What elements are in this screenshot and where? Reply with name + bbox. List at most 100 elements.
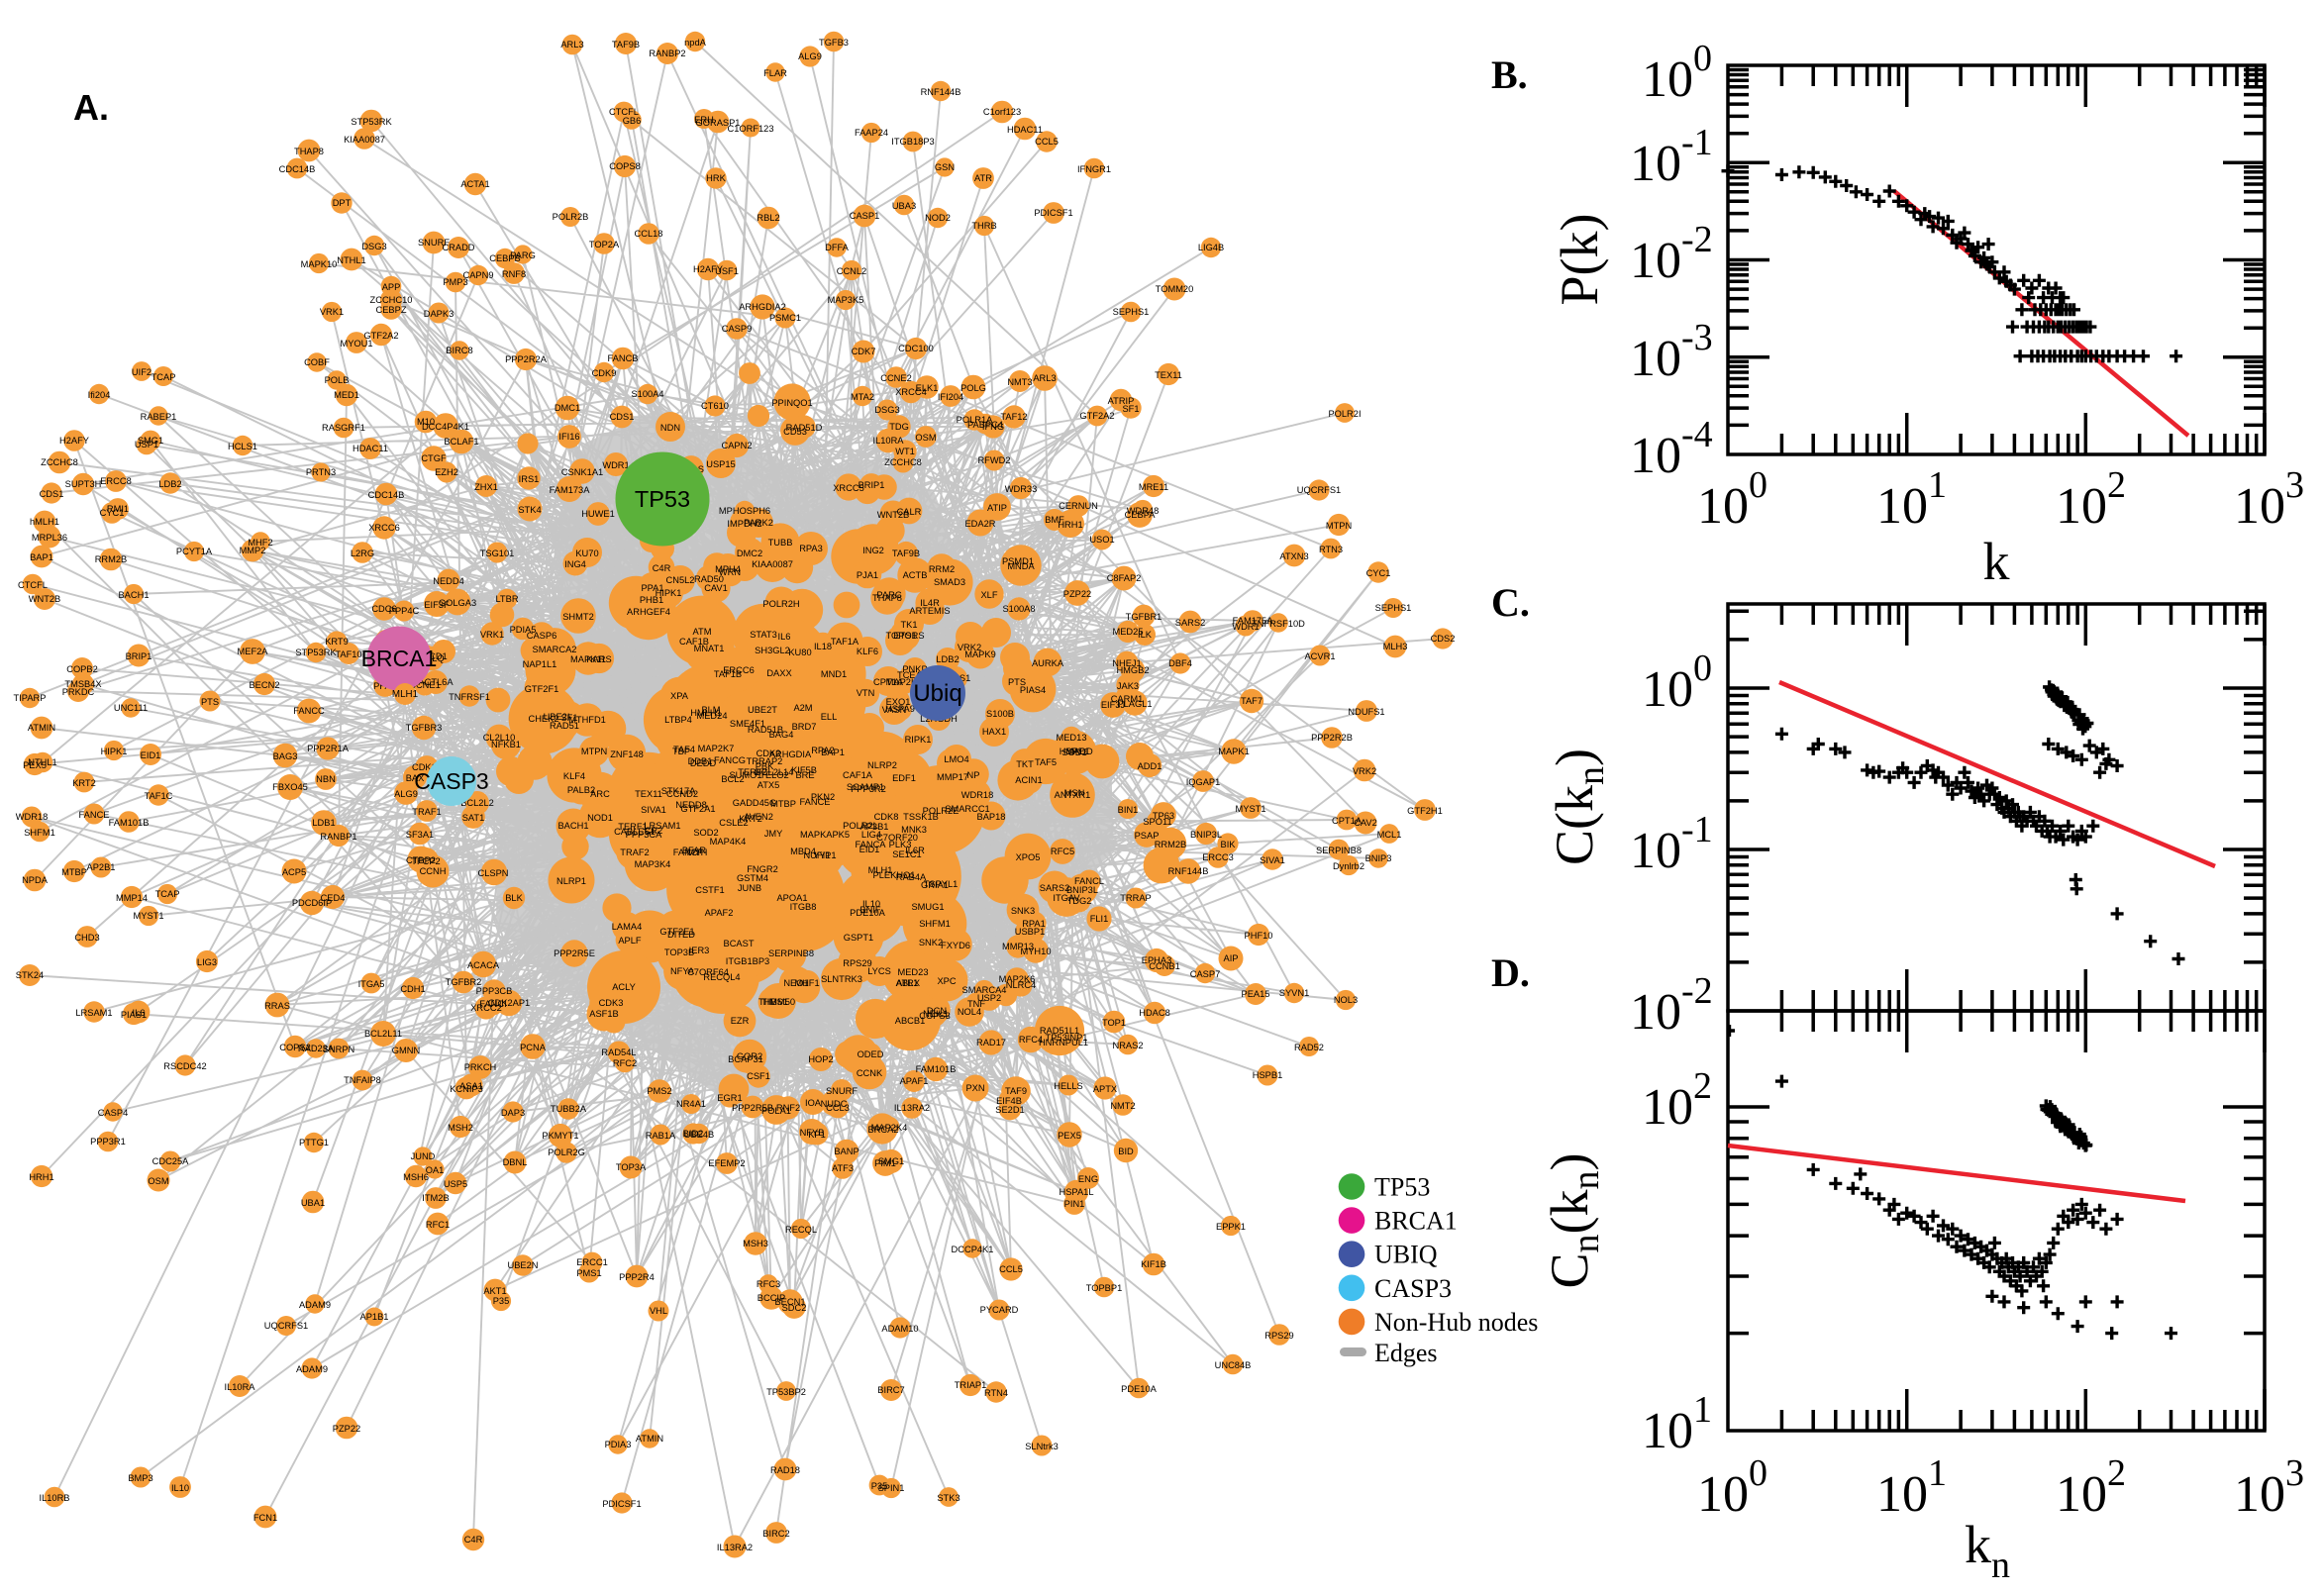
svg-text:SOD1: SOD1 — [1061, 748, 1086, 757]
svg-text:SCAMP1: SCAMP1 — [847, 782, 884, 792]
svg-text:CAF1B: CAF1B — [679, 637, 709, 647]
svg-text:PLAGL1: PLAGL1 — [1117, 699, 1152, 709]
svg-text:SARS2: SARS2 — [1175, 618, 1206, 628]
svg-text:TDG2: TDG2 — [1067, 896, 1092, 906]
svg-text:C4R: C4R — [653, 563, 671, 573]
svg-text:TAF1C: TAF1C — [145, 791, 173, 801]
svg-text:CDC100: CDC100 — [898, 344, 934, 353]
svg-text:CPT1A: CPT1A — [1332, 816, 1363, 826]
svg-text:MYH10: MYH10 — [1020, 947, 1051, 956]
svg-text:TCAP: TCAP — [152, 372, 176, 382]
svg-text:MYST1: MYST1 — [1236, 804, 1266, 814]
svg-text:CCNH: CCNH — [420, 866, 447, 876]
svg-text:IL10: IL10 — [171, 1483, 189, 1493]
svg-text:DITED: DITED — [667, 930, 695, 940]
svg-text:XRCC2: XRCC2 — [470, 1003, 502, 1013]
svg-text:BCLAF1: BCLAF1 — [444, 437, 478, 447]
svg-text:Ubiq: Ubiq — [913, 680, 961, 707]
svg-text:FANCL: FANCL — [1074, 876, 1104, 886]
svg-text:CYC1: CYC1 — [1366, 568, 1391, 578]
svg-text:PEA15: PEA15 — [1242, 989, 1270, 999]
svg-text:KP1: KP1 — [808, 1130, 826, 1140]
svg-text:STK4: STK4 — [518, 505, 541, 515]
svg-text:TP53: TP53 — [635, 486, 690, 512]
svg-text:NRAS2: NRAS2 — [1112, 1041, 1143, 1050]
svg-text:MSH2: MSH2 — [448, 1123, 473, 1133]
svg-text:TGFB3: TGFB3 — [819, 38, 849, 48]
svg-text:H2AFY: H2AFY — [59, 436, 89, 446]
svg-text:NDN: NDN — [660, 423, 680, 433]
svg-text:ZHX1: ZHX1 — [474, 482, 498, 492]
svg-text:KRT2: KRT2 — [739, 814, 762, 824]
svg-text:MAP2K1: MAP2K1 — [886, 677, 923, 687]
svg-text:Dynlrb2: Dynlrb2 — [1333, 861, 1364, 871]
svg-text:CTBP2: CTBP2 — [406, 855, 436, 865]
svg-text:GOLGA3: GOLGA3 — [439, 598, 476, 608]
svg-text:CDS2: CDS2 — [1431, 634, 1456, 644]
svg-text:VHL: VHL — [650, 1306, 667, 1316]
svg-text:TEX11: TEX11 — [1155, 370, 1182, 380]
svg-text:STK17A: STK17A — [661, 786, 696, 796]
svg-text:MAP2K7: MAP2K7 — [698, 744, 735, 753]
svg-text:WDR18: WDR18 — [961, 790, 994, 800]
svg-text:MAP3K4: MAP3K4 — [635, 859, 671, 869]
svg-text:SERPINB8: SERPINB8 — [768, 948, 814, 958]
svg-text:D.: D. — [1491, 950, 1530, 995]
svg-text:PHB1: PHB1 — [640, 595, 663, 605]
svg-text:RFC5: RFC5 — [1051, 847, 1074, 856]
svg-text:BRCA1: BRCA1 — [361, 646, 438, 671]
svg-text:APP: APP — [382, 282, 401, 292]
svg-text:HIPK1: HIPK1 — [101, 747, 128, 756]
svg-text:GOR2: GOR2 — [737, 1051, 762, 1061]
svg-text:SNK2: SNK2 — [919, 938, 943, 948]
svg-text:THAP8: THAP8 — [872, 593, 902, 603]
svg-text:CTGF: CTGF — [421, 453, 447, 463]
svg-text:PDE10A: PDE10A — [1121, 1384, 1157, 1394]
svg-text:NPDA: NPDA — [22, 875, 49, 885]
svg-text:TGFBR2: TGFBR2 — [446, 977, 482, 987]
svg-text:PLEKHO1: PLEKHO1 — [873, 870, 916, 880]
svg-text:SLNtrk3: SLNtrk3 — [1025, 1442, 1059, 1451]
svg-text:ARHGDIA2: ARHGDIA2 — [739, 302, 786, 312]
svg-text:ILK: ILK — [1138, 630, 1153, 640]
svg-text:TGFBR1: TGFBR1 — [1126, 612, 1162, 622]
svg-text:XRCC6: XRCC6 — [368, 523, 400, 533]
svg-text:RAD17: RAD17 — [976, 1038, 1006, 1047]
svg-text:MMP2: MMP2 — [240, 546, 266, 555]
svg-text:NOD2: NOD2 — [925, 213, 951, 223]
svg-text:P35: P35 — [871, 1481, 888, 1491]
svg-text:BAG4: BAG4 — [769, 730, 794, 740]
svg-text:MRE11: MRE11 — [1139, 482, 1168, 492]
svg-text:TAF10: TAF10 — [335, 649, 361, 659]
svg-text:AURKA: AURKA — [1032, 658, 1064, 668]
svg-text:CAPN9: CAPN9 — [462, 270, 493, 280]
svg-text:BNIP3L: BNIP3L — [1066, 885, 1098, 895]
svg-text:ZNF148: ZNF148 — [610, 749, 644, 759]
svg-text:POLR2G: POLR2G — [548, 1147, 585, 1157]
svg-text:LRSAM1: LRSAM1 — [75, 1008, 112, 1018]
svg-text:AKT1: AKT1 — [483, 1286, 506, 1296]
svg-text:CASP1: CASP1 — [850, 211, 880, 221]
svg-text:BCL2: BCL2 — [721, 774, 744, 784]
svg-text:PZP22: PZP22 — [333, 1424, 360, 1434]
svg-text:KIF5B: KIF5B — [791, 765, 817, 775]
svg-text:ERCC6: ERCC6 — [723, 665, 755, 675]
svg-text:ELL: ELL — [821, 712, 838, 722]
svg-text:STP53RK: STP53RK — [295, 648, 337, 657]
svg-text:RFWD2: RFWD2 — [977, 455, 1010, 465]
svg-text:SH3GL2: SH3GL2 — [755, 646, 790, 655]
svg-text:CDS1: CDS1 — [610, 412, 635, 422]
svg-text:DCN: DCN — [927, 1006, 947, 1016]
svg-text:MED1: MED1 — [334, 390, 359, 400]
svg-text:CRADD: CRADD — [442, 243, 474, 252]
svg-text:DAXX: DAXX — [766, 668, 791, 678]
svg-text:PMS1: PMS1 — [576, 1268, 601, 1278]
svg-text:RAD18: RAD18 — [770, 1465, 800, 1475]
svg-text:HOP2: HOP2 — [808, 1054, 833, 1064]
svg-text:CCND2: CCND2 — [666, 789, 698, 799]
svg-text:EFEMP2: EFEMP2 — [708, 1158, 745, 1168]
svg-text:BECN1: BECN1 — [774, 1297, 805, 1307]
svg-text:S100B: S100B — [986, 709, 1014, 719]
svg-text:IL10RA: IL10RA — [224, 1382, 255, 1392]
svg-text:BAP1: BAP1 — [30, 552, 53, 562]
